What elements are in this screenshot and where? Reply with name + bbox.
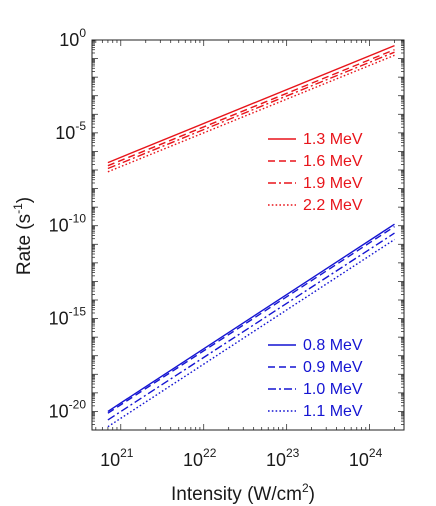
legend-label: 1.1 MeV [303, 403, 363, 420]
legend-label: 0.9 MeV [303, 359, 363, 376]
series-line-0-9-mev [107, 226, 395, 414]
series-line-1-6-mev [107, 49, 395, 167]
tick-layer: 1021 1022 1023 1024 100 10-5 10-10 10-15 10-20 [49, 26, 404, 470]
legend-label: 1.0 MeV [303, 381, 363, 398]
y-tick-label: 100 [59, 26, 86, 50]
y-tick-label: 10-15 [49, 305, 87, 329]
y-tick-label: 10-10 [49, 212, 87, 236]
series-line-1-0-mev [107, 232, 395, 421]
y-axis-title: Rate (s-1) [11, 197, 35, 275]
legend-lower-right: 0.8 MeV 0.9 MeV 1.0 MeV 1.1 MeV [268, 337, 363, 420]
x-tick-label: 1022 [183, 446, 217, 470]
legend-label: 2.2 MeV [303, 197, 363, 214]
series-layer [107, 44, 395, 428]
legend-label: 0.8 MeV [303, 337, 363, 354]
legend-upper-right: 1.3 MeV 1.6 MeV 1.9 MeV 2.2 MeV [268, 131, 363, 214]
x-axis-title: Intensity (W/cm2) [171, 481, 315, 505]
legend-label: 1.6 MeV [303, 153, 363, 170]
series-line-1-1-mev [107, 238, 395, 428]
x-tick-label: 1024 [349, 446, 383, 470]
legend-label: 1.3 MeV [303, 131, 363, 148]
x-tick-label: 1023 [266, 446, 300, 470]
series-line-0-8-mev [107, 223, 395, 412]
series-line-1-9-mev [107, 51, 395, 170]
legend-label: 1.9 MeV [303, 175, 363, 192]
y-tick-label: 10-5 [55, 119, 86, 143]
y-tick-label: 10-20 [49, 397, 87, 421]
legend-layer: 1.3 MeV 1.6 MeV 1.9 MeV 2.2 MeV 0.8 MeV 0.9 M… [268, 131, 363, 420]
x-tick-label: 1021 [100, 446, 134, 470]
series-line-1-3-mev [107, 44, 395, 164]
plot-frame [91, 39, 405, 431]
